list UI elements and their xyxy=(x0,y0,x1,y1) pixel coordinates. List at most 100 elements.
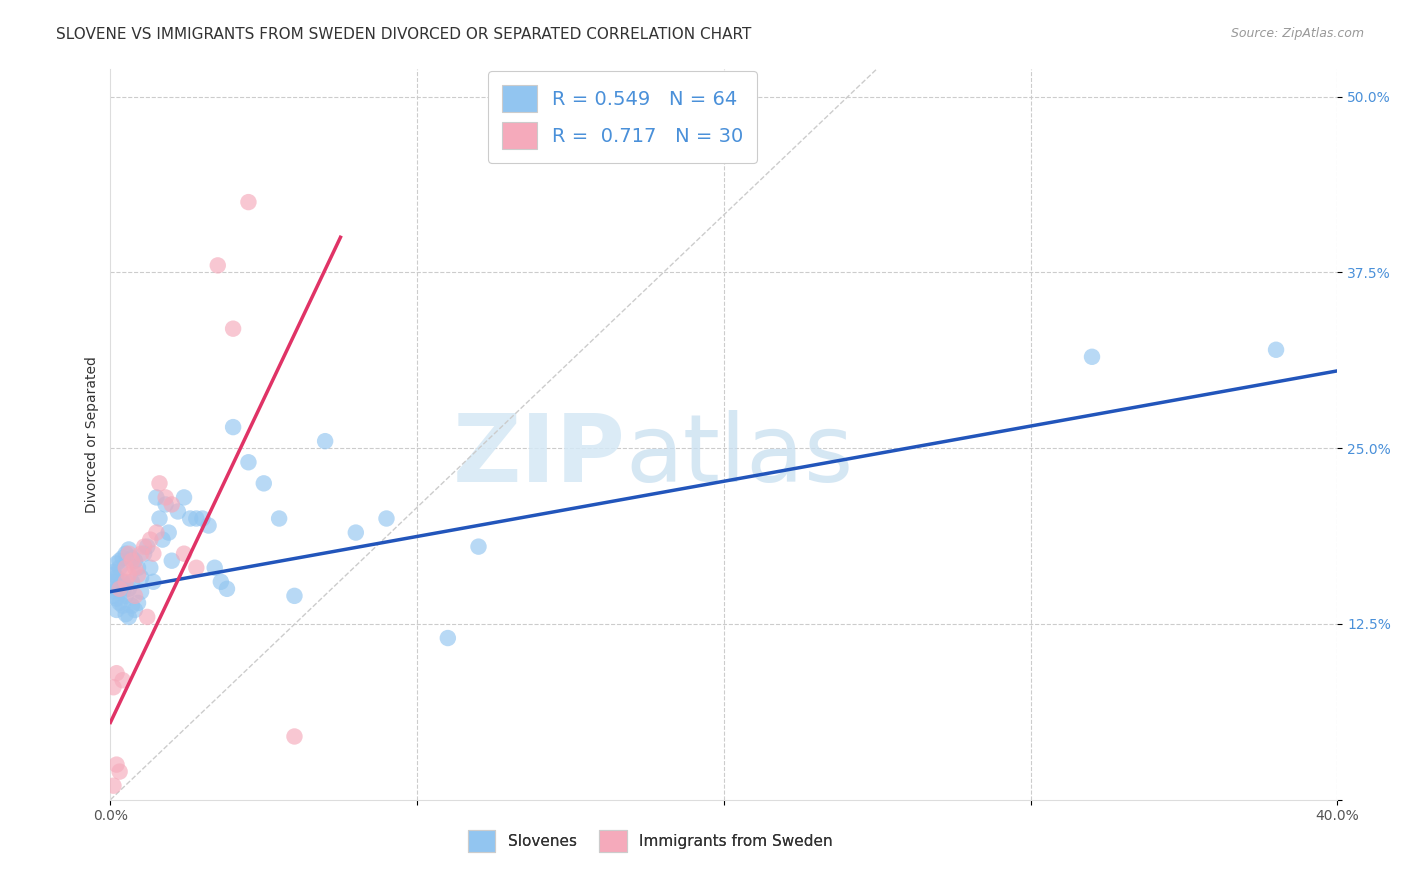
Point xyxy=(111,599,134,613)
Text: ZIP: ZIP xyxy=(453,410,626,502)
Point xyxy=(186,511,208,525)
Point xyxy=(103,567,125,582)
Point xyxy=(127,596,149,610)
Point xyxy=(1081,350,1104,364)
Point xyxy=(129,547,152,561)
Point xyxy=(222,420,245,434)
Point xyxy=(139,560,162,574)
Point xyxy=(103,779,125,793)
Point xyxy=(121,599,143,613)
Point xyxy=(204,560,226,574)
Point xyxy=(111,550,134,565)
Point xyxy=(186,560,208,574)
Point xyxy=(118,547,141,561)
Point xyxy=(179,511,201,525)
Point xyxy=(437,631,460,645)
Point xyxy=(111,574,134,589)
Point xyxy=(124,603,146,617)
Point xyxy=(269,511,291,525)
Legend: Slovenes, Immigrants from Sweden: Slovenes, Immigrants from Sweden xyxy=(461,824,839,858)
Point xyxy=(105,603,128,617)
Point xyxy=(108,582,131,596)
Point xyxy=(173,491,195,505)
Point xyxy=(121,554,143,568)
Point xyxy=(157,525,180,540)
Point xyxy=(114,574,136,589)
Point xyxy=(111,584,134,599)
Point xyxy=(253,476,276,491)
Point xyxy=(129,571,152,585)
Point xyxy=(105,666,128,681)
Point xyxy=(103,565,125,579)
Point xyxy=(283,589,305,603)
Point xyxy=(129,584,152,599)
Point xyxy=(215,582,238,596)
Point xyxy=(118,582,141,596)
Point xyxy=(142,547,165,561)
Point xyxy=(238,195,260,210)
Point xyxy=(114,589,136,603)
Point xyxy=(118,567,141,582)
Point xyxy=(105,591,128,606)
Point xyxy=(127,560,149,574)
Point xyxy=(167,504,190,518)
Point xyxy=(108,764,131,779)
Point xyxy=(114,607,136,621)
Point xyxy=(108,554,131,568)
Point xyxy=(105,557,128,571)
Point xyxy=(145,491,167,505)
Point xyxy=(155,491,177,505)
Point xyxy=(160,498,183,512)
Point xyxy=(134,540,156,554)
Point xyxy=(134,547,156,561)
Point xyxy=(121,550,143,565)
Point xyxy=(105,582,128,596)
Point xyxy=(103,680,125,694)
Point xyxy=(108,560,131,574)
Point xyxy=(118,610,141,624)
Point xyxy=(344,525,367,540)
Point xyxy=(191,511,214,525)
Point xyxy=(222,321,245,335)
Point xyxy=(148,476,170,491)
Point xyxy=(121,574,143,589)
Point xyxy=(124,554,146,568)
Point xyxy=(375,511,398,525)
Point xyxy=(209,574,232,589)
Point xyxy=(160,554,183,568)
Point xyxy=(145,525,167,540)
Point xyxy=(124,560,146,574)
Point xyxy=(103,574,125,589)
Point xyxy=(155,498,177,512)
Point xyxy=(103,584,125,599)
Point xyxy=(105,757,128,772)
Point xyxy=(103,589,125,603)
Point xyxy=(136,540,159,554)
Point xyxy=(139,533,162,547)
Text: SLOVENE VS IMMIGRANTS FROM SWEDEN DIVORCED OR SEPARATED CORRELATION CHART: SLOVENE VS IMMIGRANTS FROM SWEDEN DIVORC… xyxy=(56,27,752,42)
Text: Source: ZipAtlas.com: Source: ZipAtlas.com xyxy=(1230,27,1364,40)
Point xyxy=(152,533,174,547)
Point xyxy=(1265,343,1288,357)
Text: atlas: atlas xyxy=(626,410,853,502)
Y-axis label: Divorced or Separated: Divorced or Separated xyxy=(86,356,100,513)
Point xyxy=(111,673,134,688)
Point xyxy=(142,574,165,589)
Point xyxy=(105,571,128,585)
Point xyxy=(136,610,159,624)
Point xyxy=(238,455,260,469)
Point xyxy=(124,589,146,603)
Point xyxy=(114,560,136,574)
Point xyxy=(118,542,141,557)
Point xyxy=(207,259,229,273)
Point xyxy=(314,434,336,449)
Point xyxy=(173,547,195,561)
Point xyxy=(108,596,131,610)
Point xyxy=(127,567,149,582)
Point xyxy=(148,511,170,525)
Point xyxy=(467,540,489,554)
Point xyxy=(114,547,136,561)
Point xyxy=(108,579,131,593)
Point xyxy=(197,518,219,533)
Point xyxy=(283,730,305,744)
